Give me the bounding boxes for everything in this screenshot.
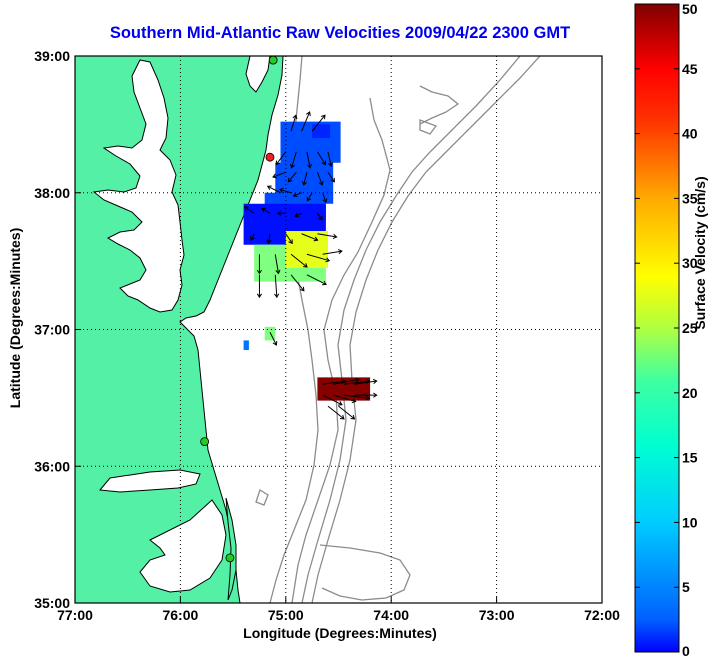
velocity-arrow: [306, 192, 313, 202]
velocity-arrow: [274, 254, 281, 275]
velocity-arrow: [316, 151, 326, 166]
velocity-vectors: [243, 111, 378, 420]
velocity-arrow: [306, 274, 327, 286]
colorbar-tick-label: 10: [682, 514, 698, 530]
velocity-arrow: [261, 207, 271, 214]
velocity-arrow: [338, 405, 356, 420]
colorbar-tick-label: 45: [682, 61, 698, 77]
radar-stations: [200, 56, 278, 563]
velocity-arrow: [317, 233, 338, 239]
colorbar-tick-label: 15: [682, 450, 698, 466]
x-axis-label: Longitude (Degrees:Minutes): [243, 625, 437, 641]
velocity-arrow: [243, 206, 255, 214]
velocity-region: [243, 340, 249, 350]
x-tick-label: 75:00: [268, 607, 304, 623]
velocity-arrow: [322, 249, 343, 255]
velocity-arrow: [301, 233, 319, 242]
colorbar-tick-label: 20: [682, 385, 698, 401]
x-tick-label: 74:00: [373, 607, 409, 623]
velocity-arrow: [322, 394, 343, 406]
y-tick-label: 39:00: [34, 48, 70, 64]
velocity-arrow: [266, 185, 281, 194]
x-tick-label: 73:00: [479, 607, 515, 623]
velocity-arrow: [301, 111, 311, 132]
velocity-arrow: [290, 274, 305, 292]
colorbar-tick-label: 40: [682, 126, 698, 142]
velocity-region: [264, 121, 341, 221]
colorbar-tick-label: 35: [682, 190, 698, 206]
velocity-arrow: [322, 192, 328, 204]
colorbar: [634, 3, 680, 653]
x-axis-ticks: 77:00 76:00 75:00 74:00 73:00 72:00: [57, 597, 620, 623]
velocity-arrow: [306, 253, 331, 263]
station-marker: [200, 437, 210, 447]
colorbar-tick-label: 5: [682, 579, 690, 595]
velocity-arrow: [274, 274, 280, 299]
velocity-arrow: [269, 332, 278, 346]
velocity-arrow: [311, 114, 326, 132]
y-tick-label: 36:00: [34, 458, 70, 474]
colorbar-tick-label: 50: [682, 1, 698, 17]
colorbar-ticks: 0 5 10 15 20 25 30 35 40 45 50: [635, 1, 698, 659]
velocity-arrow: [266, 233, 272, 245]
velocity-arrow: [256, 254, 263, 275]
velocity-arrow: [272, 171, 286, 179]
velocity-arrow: [292, 192, 302, 198]
pamlico-sound: [139, 499, 227, 593]
velocity-arrow: [327, 171, 335, 183]
chesapeake-bay: [92, 59, 185, 313]
velocity-arrow: [317, 212, 323, 221]
velocity-region: [312, 124, 331, 139]
y-tick-label: 38:00: [34, 185, 70, 201]
velocity-arrow: [343, 394, 371, 401]
velocity-arrow: [294, 212, 302, 218]
velocity-arrow: [250, 233, 255, 242]
velocity-arrow: [354, 392, 378, 398]
velocity-arrow: [301, 172, 308, 186]
velocity-arrow: [316, 172, 324, 186]
velocity-arrow: [290, 114, 298, 132]
albemarle-sound: [99, 469, 201, 493]
velocity-arrow: [327, 151, 333, 168]
y-tick-label: 35:00: [34, 595, 70, 611]
plot-title: Southern Mid-Atlantic Raw Velocities 200…: [109, 24, 571, 42]
velocity-arrow: [285, 233, 293, 245]
x-tick-label: 72:00: [584, 607, 620, 623]
velocity-region: [264, 326, 276, 341]
velocity-region: [285, 231, 328, 268]
velocity-arrow: [333, 394, 357, 404]
station-marker: [225, 553, 235, 563]
velocity-arrow: [275, 151, 287, 166]
velocity-arrow: [287, 171, 297, 183]
velocity-arrow: [306, 151, 312, 169]
x-tick-label: 77:00: [57, 607, 93, 623]
velocity-arrow: [276, 210, 286, 216]
outer-banks: [225, 497, 237, 601]
colorbar-tick-label: 30: [682, 255, 698, 271]
velocity-arrow: [354, 378, 378, 385]
velocity-arrow: [278, 187, 292, 194]
y-tick-label: 37:00: [34, 322, 70, 338]
velocity-arrow: [290, 253, 308, 268]
velocity-arrow: [289, 151, 297, 169]
y-axis-ticks: 39:00 38:00 37:00 36:00 35:00: [34, 48, 81, 611]
velocity-arrow: [256, 274, 263, 299]
station-marker: [265, 152, 275, 162]
velocity-arrow: [327, 405, 345, 420]
velocity-arrow: [333, 377, 360, 385]
station-marker: [268, 56, 278, 65]
colorbar-tick-label: 0: [682, 643, 690, 659]
x-tick-label: 76:00: [162, 607, 198, 623]
colorbar-tick-label: 25: [682, 320, 698, 336]
